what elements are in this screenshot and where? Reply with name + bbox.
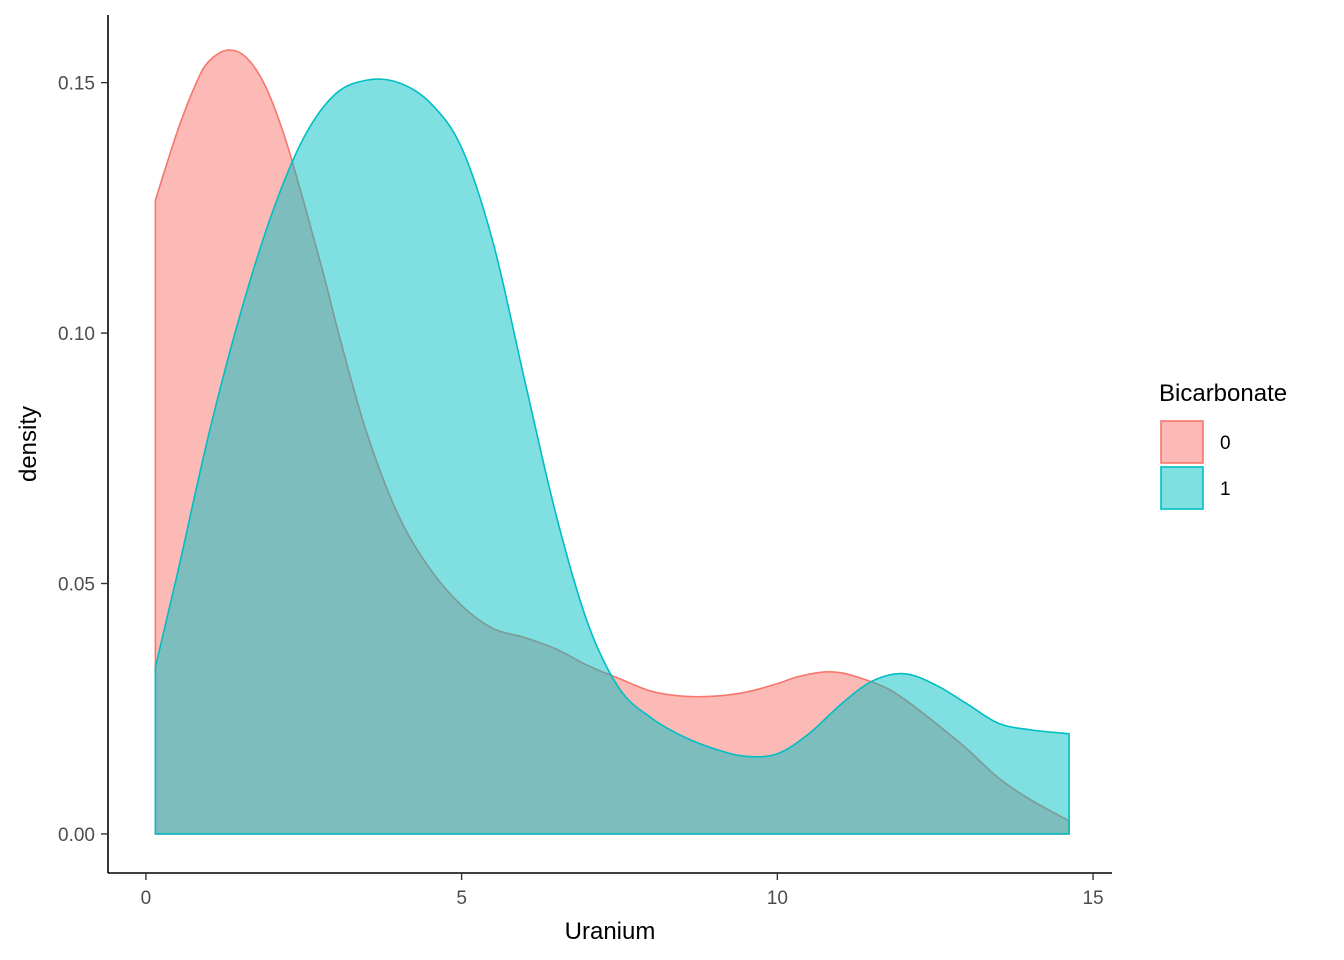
density-area-series-1 xyxy=(154,78,1070,835)
y-tick-label: 0.15 xyxy=(58,74,95,95)
legend-label-1: 1 xyxy=(1220,479,1231,500)
x-tick-label: 15 xyxy=(1082,888,1103,909)
legend-key-1 xyxy=(1160,466,1204,510)
axes: 0 5 10 15 0.00 0.05 0.10 0.15 xyxy=(58,15,1112,909)
x-tick-label: 10 xyxy=(767,888,788,909)
y-tick-label: 0.05 xyxy=(58,574,95,595)
x-tick-label: 0 xyxy=(141,888,152,909)
density-areas xyxy=(154,49,1070,835)
x-tick-label: 5 xyxy=(456,888,467,909)
legend: Bicarbonate 0 1 xyxy=(1159,380,1287,510)
legend-label-0: 0 xyxy=(1220,433,1231,454)
legend-title: Bicarbonate xyxy=(1159,380,1287,407)
y-tick-label: 0.00 xyxy=(58,825,95,846)
legend-key-0 xyxy=(1160,420,1204,464)
y-axis-title: density xyxy=(15,406,42,482)
x-axis-title: Uranium xyxy=(565,918,656,945)
y-tick-label: 0.10 xyxy=(58,324,95,345)
